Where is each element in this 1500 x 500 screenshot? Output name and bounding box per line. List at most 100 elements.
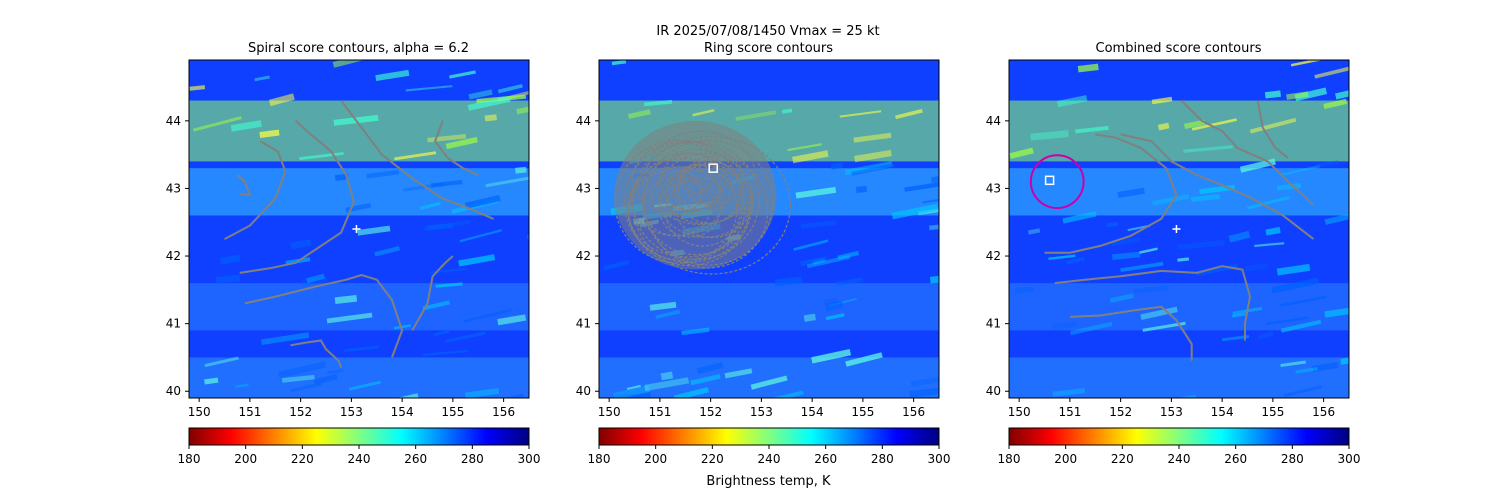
x-tick-label: 151 <box>1058 405 1081 419</box>
y-tick-label: 42 <box>986 249 1001 263</box>
cloud-streak <box>1280 319 1322 333</box>
cloud-streak <box>393 324 411 330</box>
cloud-streak <box>835 277 864 287</box>
cloud-streak <box>445 136 478 150</box>
cloud-streak <box>445 331 486 343</box>
colorbar-tick-label: 220 <box>701 452 724 466</box>
colorbar-tick-label: 260 <box>1224 452 1247 466</box>
cloud-streak <box>793 239 829 251</box>
cloud-streak <box>1152 194 1190 206</box>
cloud-streak <box>1183 119 1206 130</box>
cloud-streak <box>427 222 454 231</box>
cloud-streak <box>1279 295 1328 307</box>
cloud-streak <box>235 383 249 388</box>
cloud-streak <box>334 295 358 305</box>
axes-frame <box>598 59 940 399</box>
cloud-streak <box>204 356 239 368</box>
cloud-streak <box>1075 125 1109 134</box>
cloud-streak <box>1290 60 1326 67</box>
cloud-streak <box>458 254 496 267</box>
colorbar-gradient <box>598 427 940 446</box>
cloud-streak <box>516 101 529 115</box>
cloud-streak <box>1280 164 1321 177</box>
ring-contour <box>659 163 752 238</box>
axes-frame <box>188 59 530 399</box>
cloud-streak <box>1324 306 1349 318</box>
cloud-streak <box>1062 211 1097 224</box>
cloud-streak <box>696 362 724 374</box>
center-marker <box>708 163 718 173</box>
cloud-streak <box>1280 360 1306 367</box>
cloud-streak <box>290 239 312 250</box>
cloud-streak <box>422 349 469 356</box>
y-tick-label: 41 <box>166 317 181 331</box>
ring-contour <box>664 165 745 225</box>
center-marker <box>1172 225 1181 233</box>
cloud-streak <box>1335 89 1349 100</box>
cloud-streak <box>825 313 845 321</box>
ring-contour <box>614 139 745 264</box>
x-tick-label: 150 <box>188 405 211 419</box>
contour-line-3 <box>1120 133 1315 240</box>
cloud-streak <box>644 99 673 107</box>
cloud-streak <box>357 225 391 236</box>
cloud-streak <box>644 377 690 392</box>
y-tick-label: 41 <box>576 317 591 331</box>
contour-line-1 <box>1054 265 1252 341</box>
cloud-streak <box>692 109 715 117</box>
cloud-streak <box>1264 90 1281 99</box>
cloud-streak <box>348 380 381 391</box>
colorbar-tick-label: 300 <box>928 452 951 466</box>
cloud-streak <box>1246 195 1290 210</box>
cloud-streak <box>1015 286 1034 294</box>
contour-line-0 <box>224 140 287 240</box>
colorbar-tick-label: 220 <box>291 452 314 466</box>
cloud-streak <box>1028 228 1041 235</box>
contour-line-1 <box>236 174 252 197</box>
cloud-streak <box>930 173 939 184</box>
x-tick-label: 155 <box>441 405 464 419</box>
x-tick-label: 155 <box>851 405 874 419</box>
ring-contour <box>648 152 769 269</box>
cloud-streak <box>1177 240 1225 250</box>
cloud-streak <box>781 108 793 114</box>
y-tick-label: 44 <box>166 114 181 128</box>
cloud-streak <box>792 150 829 164</box>
ring-panel-title: Ring score contours <box>704 41 833 56</box>
cloud-streak <box>855 185 868 194</box>
cloud-streak <box>922 197 939 204</box>
cloud-streak <box>430 179 463 188</box>
x-tick-label: 156 <box>902 405 925 419</box>
cloud-streak <box>1295 366 1318 374</box>
cloud-streak <box>463 308 512 323</box>
cloud-streak <box>806 255 851 269</box>
cloud-streak <box>673 387 709 398</box>
cloud-streak <box>345 202 372 213</box>
y-tick-label: 42 <box>576 249 591 263</box>
cloud-streak <box>1069 321 1113 336</box>
cloud-streak <box>427 134 467 143</box>
cloud-streak <box>844 161 893 176</box>
ring-contour <box>629 166 724 237</box>
cloud-streak <box>405 85 453 92</box>
cloud-streak <box>278 361 326 379</box>
cloud-streak <box>326 312 373 324</box>
cloud-streak <box>839 110 882 118</box>
cloud-streak <box>724 368 753 379</box>
cloud-streak <box>281 374 315 383</box>
ring-contour <box>632 141 726 215</box>
cloud-streak <box>502 393 524 398</box>
cloud-streak <box>1139 247 1158 254</box>
colorbar-tick-label: 280 <box>1281 452 1304 466</box>
figure-suptitle: IR 2025/07/08/1450 Vmax = 25 kt <box>656 24 879 39</box>
y-tick-label: 41 <box>986 317 1001 331</box>
best-ring <box>1029 154 1085 210</box>
contour-line-0 <box>1044 133 1178 254</box>
cloud-streak <box>811 348 852 364</box>
cloud-streak <box>398 393 419 398</box>
colorbar-tick-label: 300 <box>1338 452 1361 466</box>
ring-contour <box>683 155 745 205</box>
colorbar-tick-label: 200 <box>234 452 257 466</box>
ring-contour <box>628 153 750 267</box>
x-tick-label: 154 <box>391 405 414 419</box>
